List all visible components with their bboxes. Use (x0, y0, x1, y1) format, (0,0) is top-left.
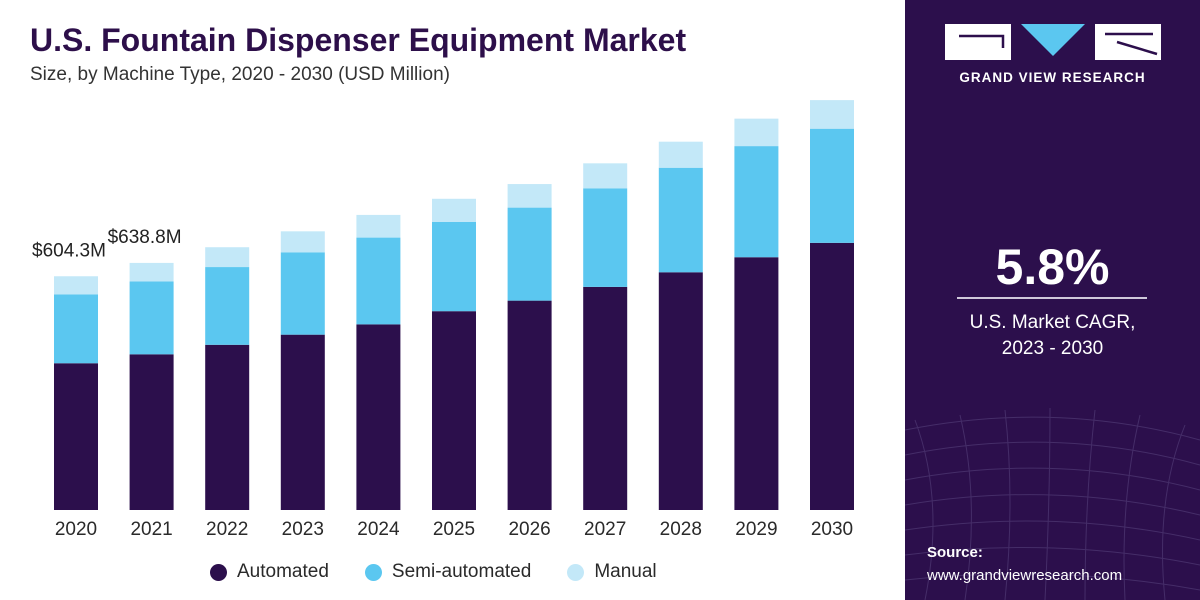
mesh-background (905, 407, 1200, 600)
bar-semi-automated-2028 (658, 167, 703, 273)
bar-manual-2023 (280, 231, 325, 253)
legend-swatch-manual (567, 563, 585, 581)
bar-automated-2025 (432, 311, 476, 510)
legend-item-automated: Automated (210, 561, 329, 583)
side-panel: GRAND VIEW RESEARCH 5.8% U.S. Market CAG… (905, 0, 1200, 600)
bar-automated-2027 (583, 286, 628, 510)
bar-automated-2029 (734, 257, 779, 510)
source-label: Source: (927, 544, 983, 561)
legend-item-manual: Manual (567, 561, 657, 583)
bar-semi-automated-2022 (205, 267, 250, 345)
x-tick-label-2022: 2022 (206, 519, 248, 540)
x-tick-label-2020: 2020 (55, 519, 97, 540)
bar-semi-automated-2023 (280, 252, 325, 335)
bar-manual-2024 (356, 214, 401, 238)
bar-automated-2030 (810, 242, 854, 510)
cagr-value: 5.8% (995, 239, 1110, 295)
bar-semi-automated-2025 (432, 221, 476, 312)
cagr-label-line2: 2023 - 2030 (1001, 338, 1104, 359)
bar-automated-2024 (356, 324, 401, 510)
grand-view-research-logo (945, 24, 1161, 60)
x-tick-label-2024: 2024 (357, 519, 400, 540)
x-tick-label-2021: 2021 (130, 519, 172, 540)
bar-manual-2030 (810, 100, 854, 129)
bar-automated-2026 (507, 300, 552, 510)
bar-manual-2026 (507, 184, 552, 208)
legend-swatch-semi-automated (364, 563, 382, 581)
bar-manual-2028 (658, 141, 703, 168)
callout-2020: $604.3M (32, 240, 106, 261)
bar-semi-automated-2029 (734, 146, 779, 258)
x-tick-label-2028: 2028 (660, 519, 702, 540)
chart-subtitle: Size, by Machine Type, 2020 - 2030 (USD … (30, 64, 450, 85)
brand-name: GRAND VIEW RESEARCH (959, 70, 1146, 85)
bar-manual-2027 (583, 163, 628, 189)
chart-title: U.S. Fountain Dispenser Equipment Market (30, 22, 687, 58)
x-tick-label-2029: 2029 (735, 519, 777, 540)
bar-semi-automated-2026 (507, 207, 552, 301)
x-tick-label-2027: 2027 (584, 519, 626, 540)
bar-manual-2022 (205, 247, 250, 268)
legend-label-manual: Manual (594, 561, 657, 582)
bar-automated-2022 (205, 344, 250, 510)
bar-automated-2023 (280, 334, 325, 510)
legend-label-semi-automated: Semi-automated (391, 561, 532, 582)
source-link[interactable]: www.grandviewresearch.com (927, 567, 1123, 584)
bar-automated-2028 (658, 272, 703, 510)
bar-semi-automated-2021 (129, 281, 174, 355)
cagr-divider (957, 297, 1147, 299)
x-tick-label-2030: 2030 (811, 519, 853, 540)
bar-semi-automated-2030 (810, 128, 854, 243)
stacked-bar-chart: 2020 2021 2022 2023 2024 2025 2026 2027 2028 2029… (32, 100, 854, 540)
bar-semi-automated-2027 (583, 188, 628, 287)
bar-callouts: $604.3M$638.8M (32, 227, 182, 261)
x-tick-label-2023: 2023 (282, 519, 324, 540)
legend-swatch-automated (210, 563, 227, 581)
bar-automated-2020 (54, 363, 98, 510)
bar-manual-2029 (734, 118, 779, 147)
legend-label-automated: Automated (237, 561, 329, 582)
x-tick-label-2026: 2026 (508, 519, 550, 540)
bar-semi-automated-2020 (54, 294, 98, 364)
cagr-label-line1: U.S. Market CAGR, (969, 312, 1136, 333)
bar-automated-2021 (129, 354, 174, 510)
cagr-label: U.S. Market CAGR, 2023 - 2030 (905, 310, 1200, 362)
callout-2021: $638.8M (108, 227, 182, 248)
legend-item-semi-automated: Semi-automated (364, 561, 532, 583)
bars-layer (54, 100, 854, 510)
bar-manual-2021 (129, 262, 174, 282)
bar-manual-2025 (432, 198, 476, 222)
x-axis-labels: 2020 2021 2022 2023 2024 2025 2026 2027 2028 2029… (55, 519, 853, 540)
bar-manual-2020 (54, 276, 98, 295)
bar-semi-automated-2024 (356, 237, 401, 325)
x-tick-label-2025: 2025 (433, 519, 475, 540)
legend: Automated Semi-automated Manual (210, 561, 693, 583)
